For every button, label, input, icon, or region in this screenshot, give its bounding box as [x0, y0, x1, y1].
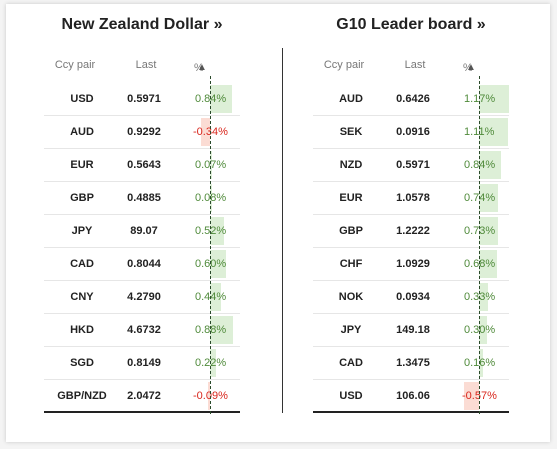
last-price-cell: 1.0929: [396, 258, 430, 270]
change-bar: [201, 118, 210, 146]
change-bar: [479, 217, 498, 245]
table-row[interactable]: HKD 4.6732 0.88%: [44, 314, 240, 347]
sort-up-arrow-icon[interactable]: ▲: [466, 62, 476, 73]
percent-header-label: %: [463, 62, 473, 74]
last-price-cell: 0.9292: [127, 126, 161, 138]
ccy-pair-cell[interactable]: EUR: [339, 192, 363, 204]
change-bar: [210, 283, 222, 311]
last-price-cell: 0.8044: [127, 258, 161, 270]
last-price-cell: 0.5971: [127, 93, 161, 105]
table-row[interactable]: AUD 0.6426 1.17%: [313, 83, 510, 116]
ccy-pair-column-header[interactable]: Ccy pair: [323, 59, 365, 71]
ccy-pair-cell[interactable]: CHF: [339, 258, 363, 270]
last-price-cell: 89.07: [130, 225, 158, 237]
table-row[interactable]: NZD 0.5971 0.84%: [313, 149, 509, 182]
change-bar: [207, 382, 210, 410]
last-price-cell: 106.06: [396, 390, 430, 402]
last-price-cell: 0.6426: [396, 93, 430, 105]
last-price-cell: 4.6732: [127, 324, 161, 336]
last-column-header[interactable]: Last: [404, 59, 426, 71]
ccy-pair-column-header[interactable]: Ccy pair: [54, 59, 96, 71]
ccy-pair-cell[interactable]: EUR: [70, 159, 94, 171]
last-price-cell: 0.4885: [127, 192, 161, 204]
last-price-cell: 0.5643: [127, 159, 161, 171]
last-price-cell: 149.18: [396, 324, 430, 336]
fx-widget-card: New Zealand Dollar » Ccy pair Last % ▲ US…: [6, 4, 550, 442]
ccy-pair-cell[interactable]: AUD: [70, 126, 94, 138]
change-bar: [210, 184, 213, 212]
last-price-cell: 0.0916: [396, 126, 430, 138]
last-price-cell: 1.3475: [396, 357, 430, 369]
table-row[interactable]: GBP 1.2222 0.73%: [313, 215, 509, 248]
ccy-pair-cell[interactable]: CAD: [339, 357, 363, 369]
last-price-cell: 2.0472: [127, 390, 161, 402]
ccy-pair-cell[interactable]: CNY: [70, 291, 94, 303]
change-bar: [210, 85, 232, 113]
table-row[interactable]: AUD 0.9292 -0.34%: [44, 116, 240, 149]
zero-line: [210, 76, 211, 414]
ccy-pair-cell[interactable]: SEK: [339, 126, 363, 138]
change-bar: [479, 316, 487, 344]
change-bar: [479, 250, 497, 278]
ccy-pair-cell[interactable]: JPY: [340, 324, 362, 336]
last-column-header[interactable]: Last: [135, 59, 157, 71]
sort-up-arrow-icon[interactable]: ▲: [197, 62, 207, 73]
last-price-cell: 4.2790: [127, 291, 161, 303]
percent-header-label: %: [194, 62, 204, 74]
ccy-pair-cell[interactable]: SGD: [70, 357, 94, 369]
last-price-cell: 0.8149: [127, 357, 161, 369]
zero-line: [479, 76, 480, 414]
table-row[interactable]: CHF 1.0929 0.68%: [313, 248, 509, 281]
ccy-pair-cell[interactable]: NZD: [339, 159, 363, 171]
ccy-pair-cell[interactable]: NOK: [338, 291, 364, 303]
ccy-pair-cell[interactable]: GBP/NZD: [57, 390, 107, 402]
change-bar: [210, 250, 226, 278]
change-bar: [210, 217, 224, 245]
g10-panel-title-link[interactable]: G10 Leader board »: [336, 16, 486, 33]
ccy-pair-cell[interactable]: HKD: [70, 324, 94, 336]
table-row[interactable]: EUR 0.5643 0.07%: [44, 149, 240, 182]
change-bar: [479, 283, 488, 311]
last-price-cell: 0.0934: [396, 291, 430, 303]
nzd-table-header: Ccy pair Last % ▲: [44, 56, 240, 76]
change-bar: [464, 382, 479, 410]
last-price-cell: 1.0578: [396, 192, 430, 204]
last-price-cell: 0.5971: [396, 159, 430, 171]
change-bar: [479, 184, 499, 212]
nzd-panel-title-link[interactable]: New Zealand Dollar »: [61, 16, 223, 33]
ccy-pair-cell[interactable]: USD: [339, 390, 363, 402]
change-bar: [479, 151, 501, 179]
panel-divider: [282, 48, 283, 413]
ccy-pair-cell[interactable]: GBP: [70, 192, 94, 204]
change-bar: [210, 151, 212, 179]
ccy-pair-cell[interactable]: CAD: [70, 258, 94, 270]
ccy-pair-cell[interactable]: JPY: [71, 225, 93, 237]
change-bar: [479, 85, 510, 113]
table-row[interactable]: GBP 0.4885 0.08%: [44, 182, 240, 215]
change-bar: [210, 316, 233, 344]
g10-table-header: Ccy pair Last % ▲: [313, 56, 509, 76]
change-bar: [479, 349, 484, 377]
ccy-pair-cell[interactable]: USD: [70, 93, 94, 105]
change-bar: [210, 349, 216, 377]
ccy-pair-cell[interactable]: GBP: [339, 225, 363, 237]
ccy-pair-cell[interactable]: AUD: [339, 93, 363, 105]
change-bar: [479, 118, 508, 146]
last-price-cell: 1.2222: [396, 225, 430, 237]
table-row[interactable]: JPY 89.07 0.52%: [44, 215, 240, 248]
